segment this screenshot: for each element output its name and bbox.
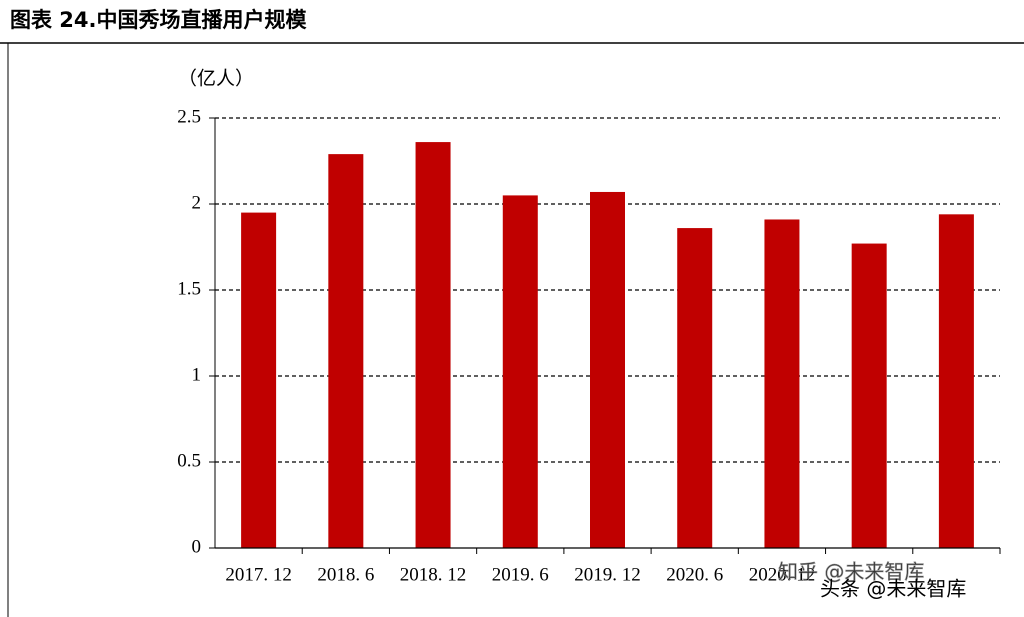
x-tick-label: 2018. 6 xyxy=(317,564,374,585)
y-tick-label: 1 xyxy=(192,364,202,385)
bar xyxy=(938,214,974,548)
bar xyxy=(590,191,625,548)
chart-title: 图表 24.中国秀场直播用户规模 xyxy=(10,8,308,32)
watermark: 头条 @未来智库 xyxy=(820,577,966,601)
x-tick-label: 2020. 6 xyxy=(666,564,723,585)
bar xyxy=(415,142,451,548)
y-tick-label: 1.5 xyxy=(177,278,201,299)
watermark: 知乎 @未来智库 xyxy=(778,560,924,584)
bar xyxy=(851,243,887,548)
x-tick-label: 2019. 12 xyxy=(574,564,641,585)
bar xyxy=(502,195,538,548)
y-tick-label: 2 xyxy=(192,192,202,213)
y-tick-label: 2.5 xyxy=(177,106,201,127)
x-tick-label: 2018. 12 xyxy=(400,564,467,585)
bar xyxy=(677,228,713,548)
y-axis-label: （亿人） xyxy=(178,67,254,89)
y-tick-label: 0 xyxy=(192,536,202,557)
bar xyxy=(241,212,277,548)
x-tick-label: 2017. 12 xyxy=(225,564,292,585)
x-tick-label: 2020. 12 xyxy=(749,564,816,585)
x-tick-label: 2019. 6 xyxy=(492,564,549,585)
bar xyxy=(328,154,364,548)
y-tick-label: 0.5 xyxy=(177,450,201,471)
bar xyxy=(764,219,800,549)
